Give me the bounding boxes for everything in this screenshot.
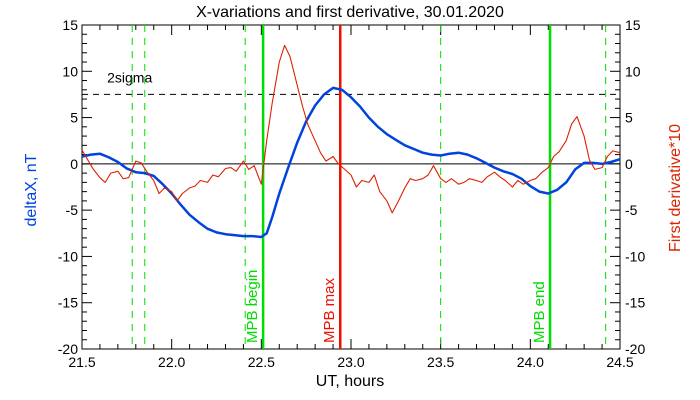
y-left-tick-label: -10 bbox=[58, 248, 78, 264]
y-right-tick-label: 10 bbox=[625, 63, 641, 79]
derivative-series-line bbox=[81, 44, 621, 214]
x-tick-label: 22.0 bbox=[158, 354, 185, 370]
threshold-label: 2sigma bbox=[107, 69, 152, 85]
x-tick-label: 22.5 bbox=[248, 354, 275, 370]
y-left-tick-label: 5 bbox=[70, 110, 78, 126]
y-left-tick-label: 0 bbox=[70, 156, 78, 172]
y-left-tick-label: -5 bbox=[66, 202, 79, 218]
x-tick-label: 24.0 bbox=[517, 354, 544, 370]
event-marker-label: MPB begin bbox=[244, 270, 261, 343]
x-tick-label: 23.0 bbox=[337, 354, 364, 370]
x-tick-label: 21.5 bbox=[68, 354, 95, 370]
y-axis-left-title: deltaX, nT bbox=[23, 153, 40, 226]
y-left-tick-label: -15 bbox=[58, 295, 78, 311]
y-right-tick-label: -20 bbox=[625, 341, 645, 357]
y-right-tick-label: 15 bbox=[625, 17, 641, 33]
y-right-tick-label: -15 bbox=[625, 295, 645, 311]
y-right-tick-label: -10 bbox=[625, 248, 645, 264]
x-axis-title: UT, hours bbox=[316, 373, 384, 390]
deltax-series-line bbox=[81, 86, 621, 239]
y-left-tick-label: -20 bbox=[58, 341, 78, 357]
plot-area: 21.5 22.0 22.5 23.0 23.5 24.0 24.5 15 10 5 0 -5 -10 -… bbox=[58, 17, 646, 370]
y-left-tick-label: 10 bbox=[62, 63, 78, 79]
x-tick-label: 24.5 bbox=[606, 354, 633, 370]
y-right-tick-label: 5 bbox=[625, 110, 633, 126]
x-tick-label: 23.5 bbox=[427, 354, 454, 370]
event-marker-label: MPB end bbox=[531, 281, 548, 343]
event-marker-label: MPB max bbox=[321, 277, 338, 343]
y-axis-right-title: First derivative*10 bbox=[667, 124, 684, 252]
y-left-tick-label: 15 bbox=[62, 17, 78, 33]
y-right-tick-label: -5 bbox=[625, 202, 638, 218]
y-right-tick-label: 0 bbox=[625, 156, 633, 172]
chart-title: X-variations and first derivative, 30.01… bbox=[196, 4, 504, 21]
